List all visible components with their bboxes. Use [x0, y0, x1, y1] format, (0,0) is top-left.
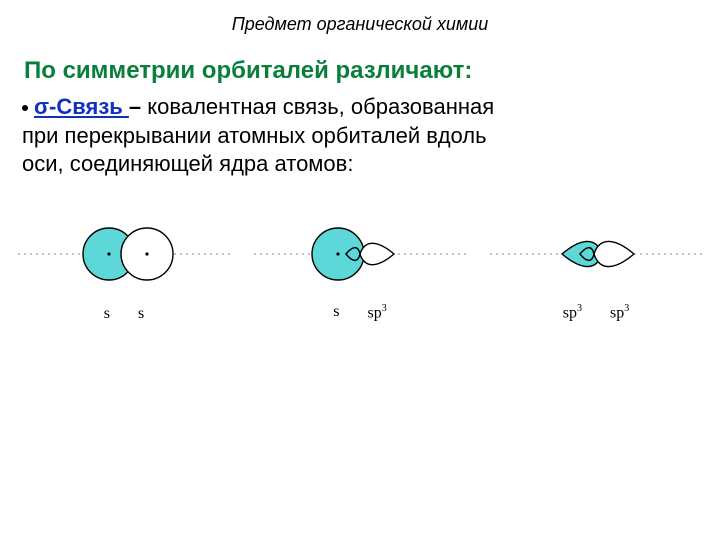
definition-line-1: ковалентная связь, образованная	[141, 94, 494, 119]
orbital-label: s	[104, 305, 110, 323]
definition-line-2: при перекрывании атомных орбиталей вдоль	[22, 122, 698, 151]
diagrams-row: ss ssp3 sp3sp3	[14, 209, 706, 329]
bullet-icon	[22, 105, 28, 111]
orbital-label: s	[333, 303, 339, 322]
orbital-label: sp3	[368, 303, 387, 322]
diagram-labels: sp3 sp3	[486, 303, 706, 322]
diagram-s-sp3: s sp3	[250, 209, 470, 329]
diagram-s-s: ss	[14, 209, 234, 329]
bullet-block: σ-Связь – ковалентная связь, образованна…	[22, 93, 698, 179]
diagram-labels: ss	[14, 305, 234, 323]
orbital-label: sp3	[610, 303, 629, 322]
page-title: Предмет органической химии	[0, 0, 720, 35]
orbital-label: sp3	[563, 303, 582, 322]
orbital-label: s	[138, 305, 144, 323]
section-title: По симметрии орбиталей различают:	[24, 57, 696, 85]
dash: –	[129, 94, 141, 119]
sigma-term: σ-Связь	[34, 94, 129, 119]
diagram-labels: s sp3	[250, 303, 470, 322]
definition-line-3: оси, соединяющей ядра атомов:	[22, 150, 698, 179]
diagram-sp3-sp3: sp3 sp3	[486, 209, 706, 329]
